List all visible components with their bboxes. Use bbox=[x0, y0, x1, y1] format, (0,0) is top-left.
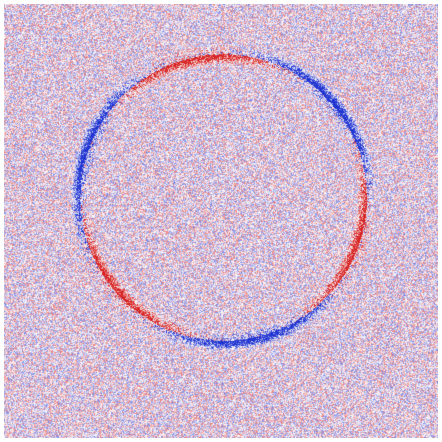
residual-ring-map bbox=[4, 4, 438, 438]
